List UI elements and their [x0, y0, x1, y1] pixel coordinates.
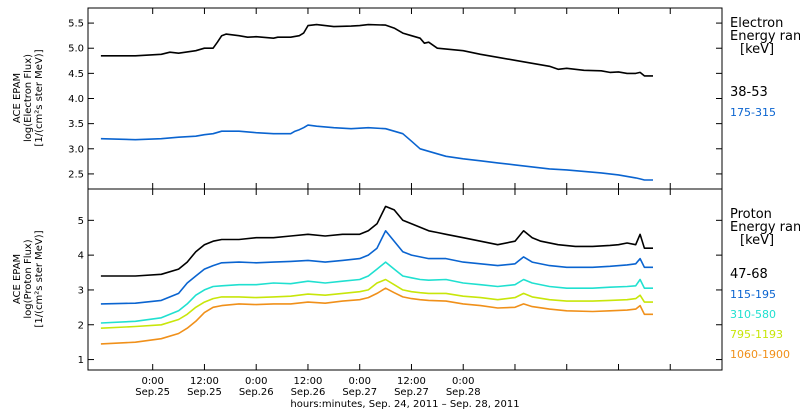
x-tick-label-date: Sep.27 — [394, 387, 429, 398]
electron-ylabel-line2: log(Electron Flux) — [23, 54, 34, 142]
electron-ylabel: ACE EPAM log(Electron Flux) [1/(cm²s ste… — [12, 49, 45, 146]
series-line-38-53 — [100, 23, 653, 77]
electron-legend-title-3: [keV] — [740, 42, 774, 57]
series-line-47-68 — [100, 205, 653, 277]
legend-entry: 175-315 — [730, 106, 776, 119]
y-tick-label: 3 — [78, 285, 84, 296]
electron-legend-title-1: Electron — [730, 16, 783, 31]
x-tick-label-date: Sep.25 — [187, 387, 222, 398]
electron-panel-frame — [87, 7, 723, 190]
y-tick-label: 1 — [78, 355, 84, 366]
y-tick-label: 2.5 — [68, 169, 84, 180]
electron-ylabel-line3: [1/(cm²s ster MeV)] — [34, 49, 45, 146]
y-tick-label: 3.0 — [68, 144, 84, 155]
legend-entry: 115-195 — [730, 288, 776, 301]
x-tick-label-time: 0:00 — [245, 376, 267, 387]
y-tick-label: 4.0 — [68, 94, 84, 105]
electron-legend-title-2: Energy ran — [730, 29, 800, 44]
legend-entry: 38-53 — [730, 85, 768, 100]
x-axis-title: hours:minutes, Sep. 24, 2011 – Sep. 28, … — [290, 399, 519, 410]
series-line-1060-1900 — [100, 287, 653, 345]
proton-legend-title-1: Proton — [730, 207, 772, 222]
series-line-795-1193 — [100, 278, 653, 329]
proton-panel-frame — [87, 188, 723, 371]
legend-entry: 310-580 — [730, 308, 776, 321]
y-tick-label: 2 — [78, 320, 84, 331]
proton-legend-title-2: Energy ran — [730, 220, 800, 235]
series-line-310-580 — [100, 261, 653, 324]
proton-ylabel-line3: [1/(cm²s ster MeV)] — [34, 230, 45, 327]
x-tick-label-time: 0:00 — [452, 376, 474, 387]
y-tick-label: 5.5 — [68, 19, 84, 30]
proton-ylabel: ACE EPAM log(Proton Flux) [1/(cm²s ster … — [12, 230, 45, 327]
proton-ylabel-line2: log(Proton Flux) — [23, 239, 34, 318]
x-tick-label-time: 12:00 — [190, 376, 219, 387]
x-tick-label-date: Sep.28 — [446, 387, 481, 398]
legend-entry: 795-1193 — [730, 328, 783, 341]
x-tick-label-time: 0:00 — [141, 376, 163, 387]
y-tick-label: 5 — [78, 216, 84, 227]
x-tick-label-time: 12:00 — [397, 376, 426, 387]
x-tick-label-date: Sep.26 — [239, 387, 274, 398]
legend-entry: 47-68 — [730, 267, 768, 282]
x-tick-label-time: 0:00 — [348, 376, 370, 387]
chart-marks: 2.5 3.0 3.5 4.0 4.5 5.0 5.5 38-53 175-315 1 2 3 4 5 47… — [68, 8, 790, 398]
series-line-175-315 — [100, 124, 653, 181]
x-tick-label-date: Sep.25 — [135, 387, 170, 398]
series-line-115-195 — [100, 230, 653, 305]
legend-entry: 1060-1900 — [730, 348, 790, 361]
x-tick-label-time: 12:00 — [294, 376, 323, 387]
proton-ylabel-line1: ACE EPAM — [12, 254, 23, 304]
y-tick-label: 3.5 — [68, 119, 84, 130]
y-tick-label: 4 — [78, 251, 84, 262]
y-tick-label: 5.0 — [68, 44, 84, 55]
x-tick-label-date: Sep.26 — [291, 387, 326, 398]
proton-legend-title-3: [keV] — [740, 233, 774, 248]
y-tick-label: 4.5 — [68, 69, 84, 80]
x-tick-label-date: Sep.27 — [342, 387, 377, 398]
electron-ylabel-line1: ACE EPAM — [12, 73, 23, 123]
